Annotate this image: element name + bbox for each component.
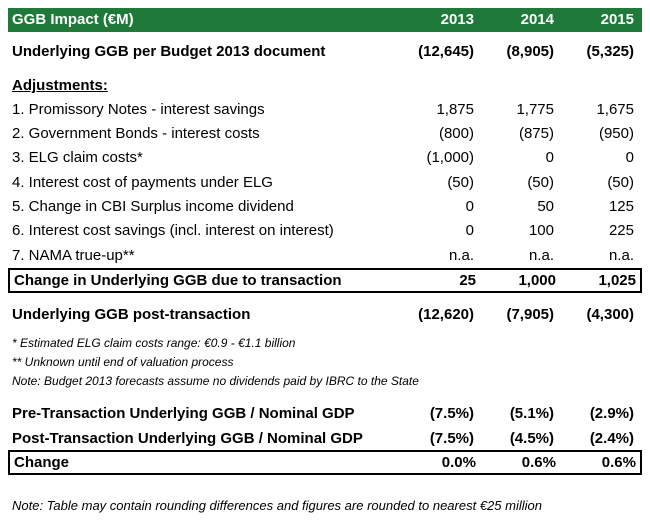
value-2015: (5,325) [586, 43, 634, 60]
header-label: GGB Impact (€M) [12, 11, 134, 28]
value-2015: 0.6% [601, 454, 636, 471]
final-change-row: Change 0.0% 0.6% 0.6% [8, 450, 642, 475]
row-label: 3. ELG claim costs* [12, 149, 143, 166]
value-2015: 125 [608, 198, 634, 215]
row-label: 5. Change in CBI Surplus income dividend [12, 198, 294, 215]
row-label: Post-Transaction Underlying GGB / Nomina… [12, 430, 363, 447]
value-2015: (2.9%) [589, 405, 634, 422]
value-2015: (2.4%) [589, 430, 634, 447]
value-2013: 0 [465, 198, 474, 215]
row-label: Underlying GGB post-transaction [12, 306, 251, 323]
adjustment-row: 6. Interest cost savings (incl. interest… [8, 220, 642, 242]
gdp-row-pre: Pre-Transaction Underlying GGB / Nominal… [8, 403, 642, 425]
adjustment-row: 2. Government Bonds - interest costs (80… [8, 123, 642, 145]
row-label: 4. Interest cost of payments under ELG [12, 174, 273, 191]
value-2013: (1,000) [426, 149, 474, 166]
value-2013: n.a. [448, 247, 474, 264]
value-2014: 0 [545, 149, 554, 166]
adjustments-heading: Adjustments: [8, 75, 642, 97]
value-2015: 1,675 [596, 101, 634, 118]
value-2013: (7.5%) [429, 430, 474, 447]
year-2014: 2014 [520, 11, 554, 28]
value-2014: (7,905) [506, 306, 554, 323]
year-2013: 2013 [440, 11, 474, 28]
adjustment-row: 4. Interest cost of payments under ELG (… [8, 172, 642, 194]
rounding-note: Note: Table may contain rounding differe… [12, 498, 542, 513]
value-2015: 225 [608, 222, 634, 239]
footnote-elg: * Estimated ELG claim costs range: €0.9 … [12, 336, 296, 350]
year-2015: 2015 [600, 11, 634, 28]
footnote-nama: ** Unknown until end of valuation proces… [12, 355, 234, 369]
value-2014: (875) [518, 125, 554, 142]
adjustment-row: 3. ELG claim costs* (1,000) 0 0 [8, 147, 642, 169]
value-2015: (50) [607, 174, 634, 191]
value-2015: n.a. [608, 247, 634, 264]
adjustment-row: 5. Change in CBI Surplus income dividend… [8, 196, 642, 218]
row-label: Change [14, 454, 70, 471]
value-2015: (950) [598, 125, 634, 142]
value-2014: 1,775 [516, 101, 554, 118]
value-2014: (5.1%) [509, 405, 554, 422]
table-header: GGB Impact (€M) 2013 2014 2015 [8, 8, 642, 32]
row-label: Underlying GGB per Budget 2013 document [12, 43, 326, 60]
row-label: 2. Government Bonds - interest costs [12, 125, 260, 142]
value-2014: (50) [527, 174, 554, 191]
change-row: Change in Underlying GGB due to transact… [8, 268, 642, 293]
value-2014: (8,905) [506, 43, 554, 60]
value-2015: (4,300) [586, 306, 634, 323]
value-2014: 1,000 [518, 272, 556, 289]
value-2013: (7.5%) [429, 405, 474, 422]
underlying-row: Underlying GGB per Budget 2013 document … [8, 41, 642, 63]
row-label: Pre-Transaction Underlying GGB / Nominal… [12, 405, 355, 422]
value-2013: 0 [465, 222, 474, 239]
value-2013: 1,875 [436, 101, 474, 118]
value-2014: n.a. [528, 247, 554, 264]
value-2014: 50 [537, 198, 554, 215]
gdp-row-post: Post-Transaction Underlying GGB / Nomina… [8, 428, 642, 450]
adjustments-title: Adjustments: [12, 77, 108, 94]
adjustment-row: 1. Promissory Notes - interest savings 1… [8, 99, 642, 121]
value-2013: (12,620) [418, 306, 474, 323]
footnote-budget: Note: Budget 2013 forecasts assume no di… [12, 374, 419, 388]
adjustment-row: 7. NAMA true-up** n.a. n.a. n.a. [8, 245, 642, 267]
row-label: 7. NAMA true-up** [12, 247, 135, 264]
row-label: 6. Interest cost savings (incl. interest… [12, 222, 334, 239]
row-label: 1. Promissory Notes - interest savings [12, 101, 265, 118]
value-2013: (12,645) [418, 43, 474, 60]
value-2015: 1,025 [598, 272, 636, 289]
value-2014: 100 [528, 222, 554, 239]
value-2013: 25 [459, 272, 476, 289]
value-2013: (800) [438, 125, 474, 142]
value-2013: 0.0% [441, 454, 476, 471]
value-2015: 0 [625, 149, 634, 166]
value-2014: (4.5%) [509, 430, 554, 447]
row-label: Change in Underlying GGB due to transact… [14, 272, 342, 289]
post-transaction-row: Underlying GGB post-transaction (12,620)… [8, 304, 642, 326]
value-2014: 0.6% [521, 454, 556, 471]
value-2013: (50) [447, 174, 474, 191]
